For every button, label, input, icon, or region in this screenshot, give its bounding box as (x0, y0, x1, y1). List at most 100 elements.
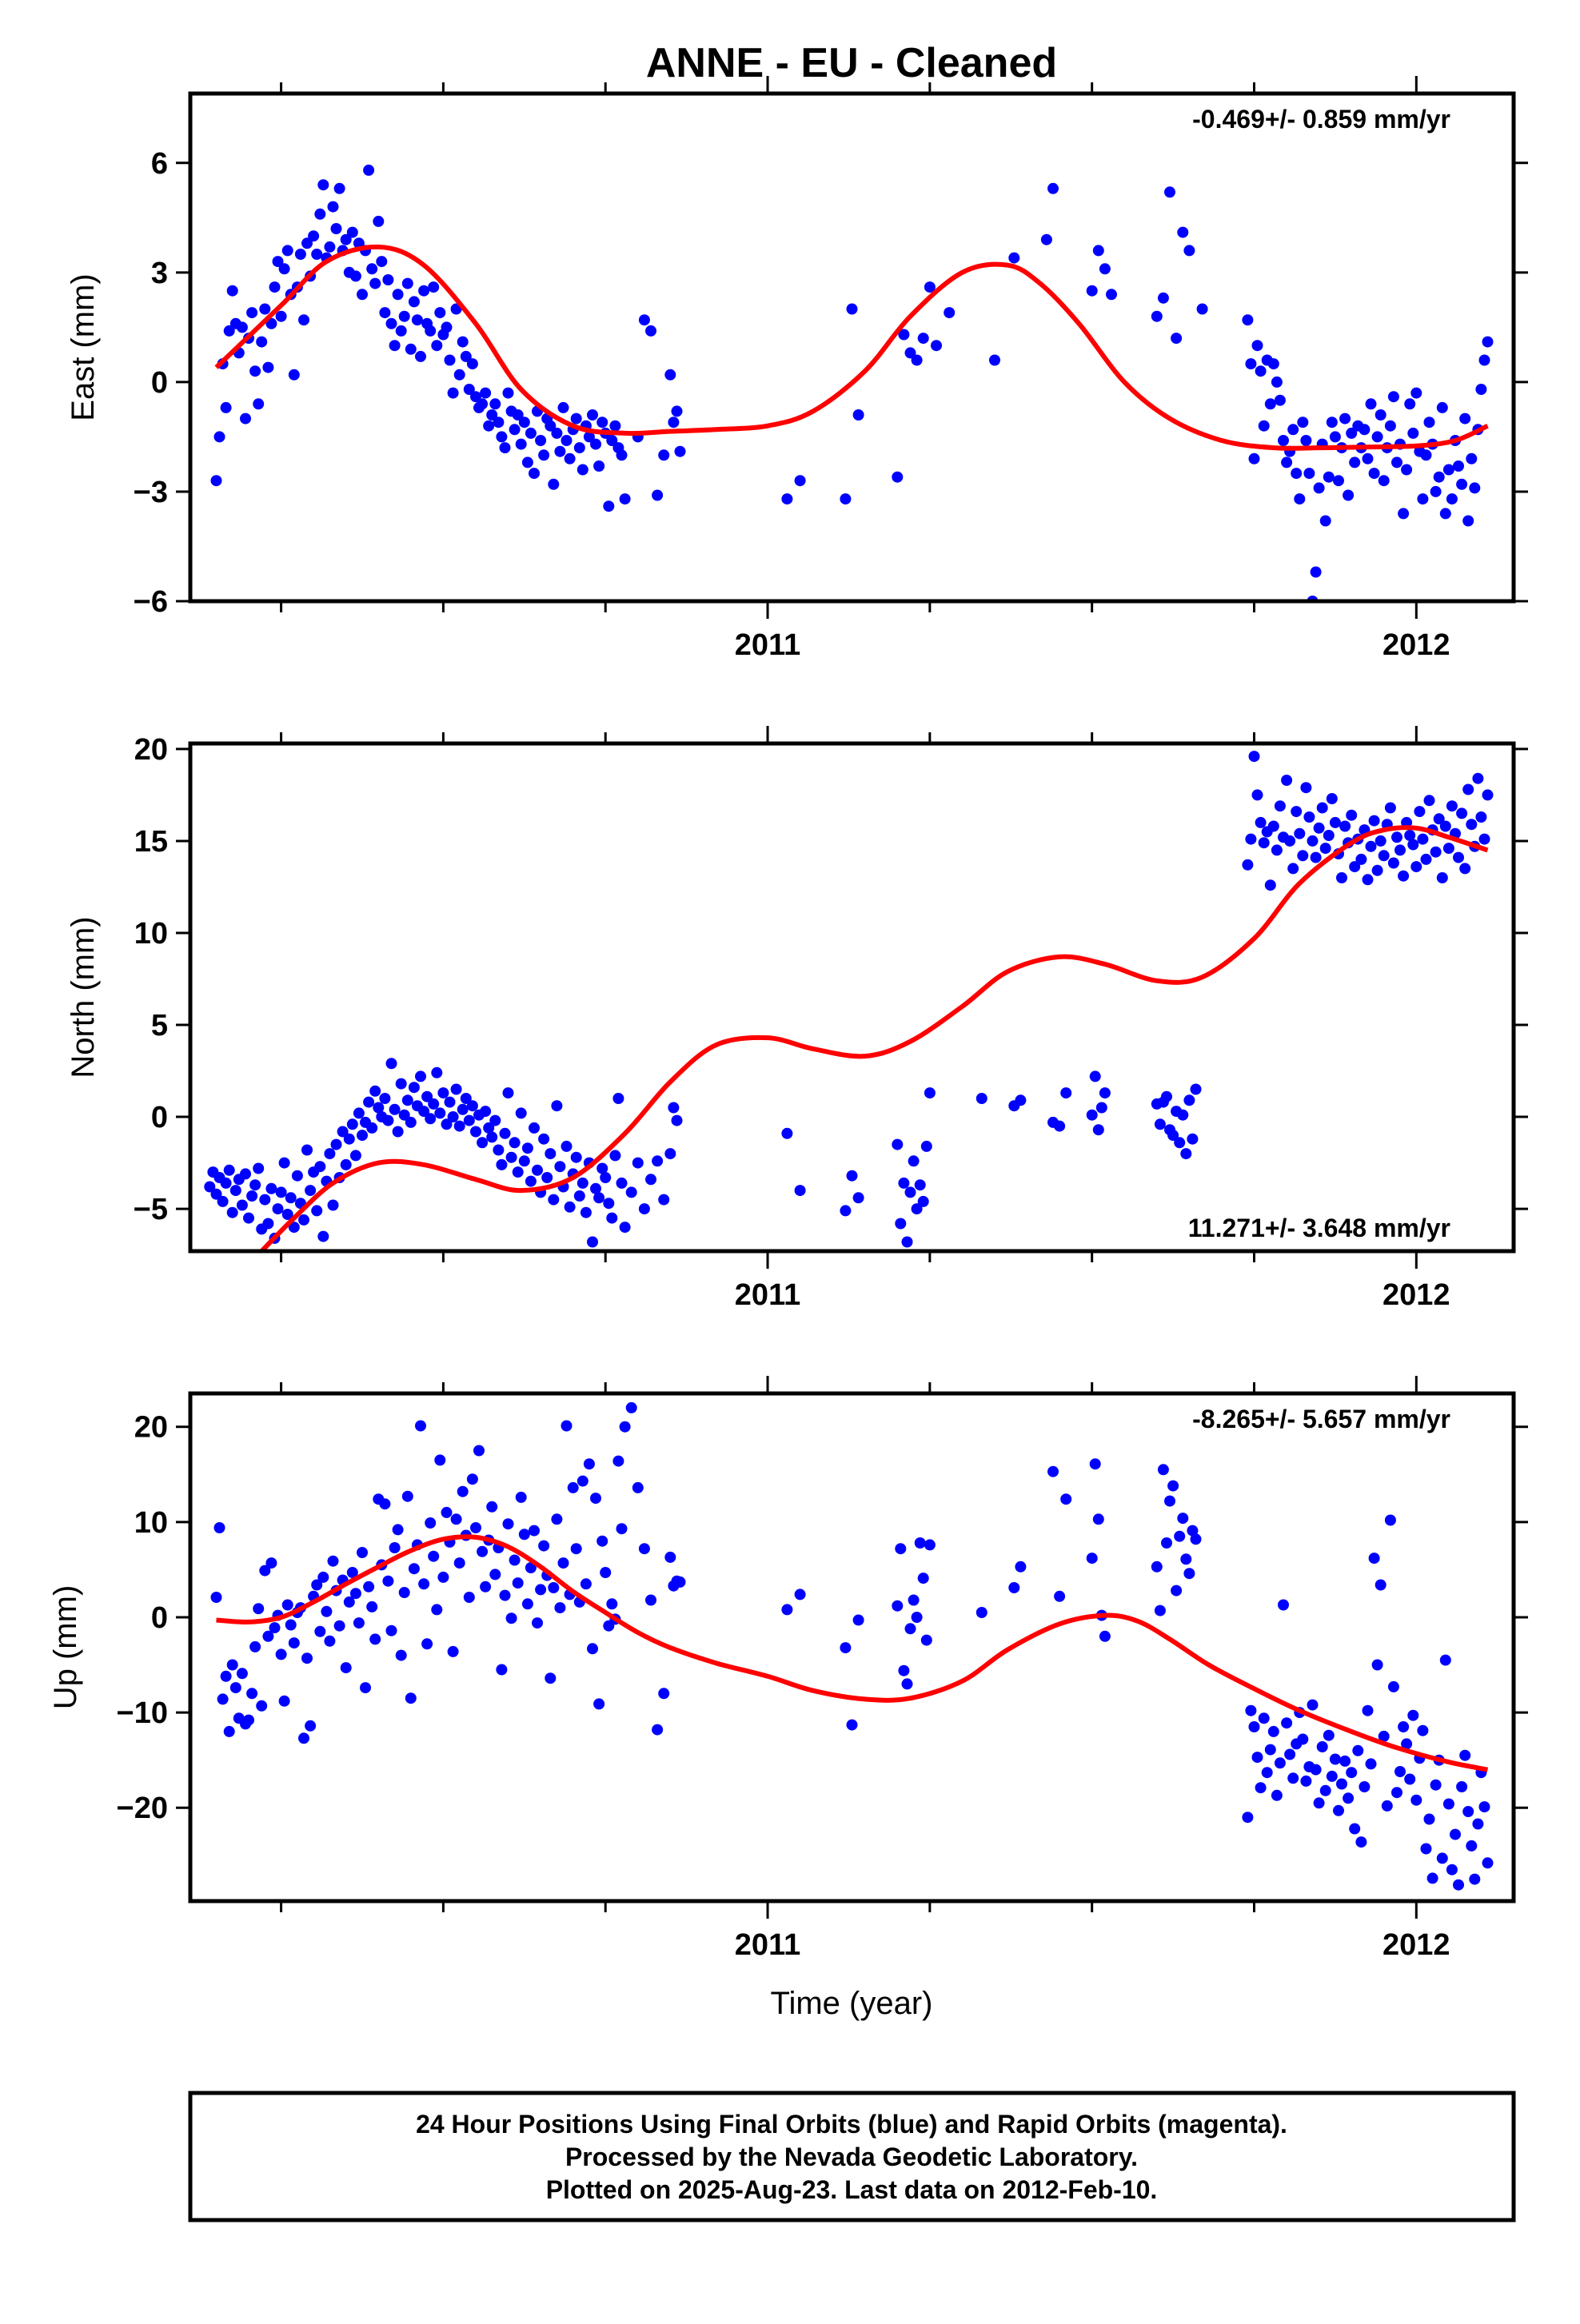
north-data-point (593, 1192, 605, 1204)
up-data-point (489, 1569, 501, 1581)
up-data-point (1060, 1493, 1072, 1505)
east-data-point (525, 427, 537, 439)
north-data-point (545, 1148, 557, 1160)
north-data-point (1086, 1109, 1098, 1121)
up-data-point (1394, 1766, 1406, 1777)
east-data-point (1323, 471, 1335, 483)
north-data-point (340, 1158, 352, 1170)
east-data-point (349, 270, 361, 282)
east-data-point (398, 310, 410, 322)
up-data-point (1456, 1781, 1468, 1792)
up-data-point (538, 1540, 550, 1552)
north-data-point (486, 1131, 498, 1143)
north-data-point (505, 1151, 517, 1163)
up-data-point (904, 1623, 916, 1635)
north-data-point (1303, 811, 1315, 823)
east-data-point (1264, 398, 1276, 410)
east-data-point (577, 464, 589, 476)
up-data-point (505, 1612, 517, 1624)
north-data-point (379, 1093, 391, 1104)
up-data-point (317, 1571, 329, 1583)
up-data-point (285, 1619, 297, 1631)
up-data-point (243, 1714, 254, 1726)
east-data-point (904, 347, 916, 359)
up-data-point (278, 1695, 290, 1707)
east-data-point (308, 230, 320, 242)
north-data-point (477, 1137, 489, 1149)
east-data-point (1433, 471, 1445, 483)
east-data-point (1462, 515, 1474, 527)
north-data-point (920, 1140, 932, 1152)
up-data-point (895, 1543, 907, 1555)
up-data-point (1161, 1537, 1172, 1549)
up-data-point (1261, 1767, 1273, 1779)
north-data-point (330, 1138, 342, 1150)
up-data-point (1339, 1755, 1351, 1767)
east-data-point (781, 493, 793, 505)
north-data-point (664, 1148, 676, 1160)
up-data-point (577, 1475, 589, 1487)
up-data-point (1407, 1709, 1419, 1721)
north-data-point (1313, 822, 1325, 834)
up-data-point (1387, 1680, 1399, 1692)
north-data-point (1255, 816, 1267, 828)
north-data-point (382, 1114, 394, 1126)
up-data-point (593, 1698, 605, 1710)
east-data-point (272, 256, 284, 268)
east-data-point (1291, 468, 1303, 480)
north-data-point (1420, 853, 1432, 865)
up-data-point (1478, 1801, 1490, 1813)
north-data-point (564, 1201, 576, 1213)
north-data-point (1417, 833, 1429, 845)
east-data-point (379, 307, 391, 319)
panels: 6 3 0 −3 −6 2011 2012 East (mm) -0.469+/- 0.859 … (48, 76, 1528, 1962)
up-data-point (421, 1638, 433, 1650)
east-data-point (1151, 310, 1163, 322)
up-data-point (223, 1725, 235, 1737)
east-data-point (1258, 420, 1270, 432)
north-data-point (408, 1082, 420, 1094)
up-data-point (1336, 1778, 1347, 1790)
north-data-point (609, 1150, 621, 1162)
east-data-point (298, 314, 309, 326)
north-data-point (236, 1199, 248, 1211)
up-panel: 20 10 0 −10 −20 2011 2012 Up (mm) -8.265+/- 5.65… (48, 1376, 1528, 1962)
east-data-point (311, 249, 323, 260)
north-data-point (1384, 802, 1396, 814)
up-data-point (236, 1668, 248, 1680)
north-y-tick-label: 10 (134, 917, 168, 951)
up-data-point (652, 1724, 664, 1736)
east-data-point (583, 431, 595, 443)
up-data-point (428, 1550, 440, 1562)
east-data-point (1401, 464, 1413, 476)
up-data-point (369, 1633, 381, 1645)
up-data-point (1426, 1872, 1438, 1884)
up-data-point (570, 1543, 582, 1555)
up-data-point (298, 1732, 309, 1744)
east-data-point (314, 208, 326, 220)
north-data-point (1300, 782, 1312, 794)
up-data-point (638, 1543, 650, 1555)
up-y-tick-label: 10 (134, 1506, 168, 1540)
east-data-point (447, 387, 459, 399)
north-data-point (901, 1236, 913, 1248)
north-data-point (1404, 830, 1416, 841)
up-data-point (447, 1645, 459, 1657)
east-rate-label: -0.469+/- 0.859 mm/yr (1192, 105, 1450, 134)
up-data-point (1171, 1585, 1183, 1597)
up-data-point (450, 1513, 462, 1525)
up-data-point (226, 1659, 238, 1671)
north-data-point (385, 1058, 397, 1070)
north-data-point (1368, 815, 1380, 827)
north-data-point (1433, 813, 1445, 825)
up-data-point (1466, 1840, 1478, 1852)
east-data-point (1274, 394, 1286, 406)
north-data-point (525, 1175, 537, 1187)
north-data-point (483, 1122, 495, 1134)
east-data-point (486, 409, 498, 421)
east-data-point (1375, 409, 1386, 421)
up-data-point (327, 1555, 339, 1567)
footer-frame (188, 2091, 1516, 2222)
